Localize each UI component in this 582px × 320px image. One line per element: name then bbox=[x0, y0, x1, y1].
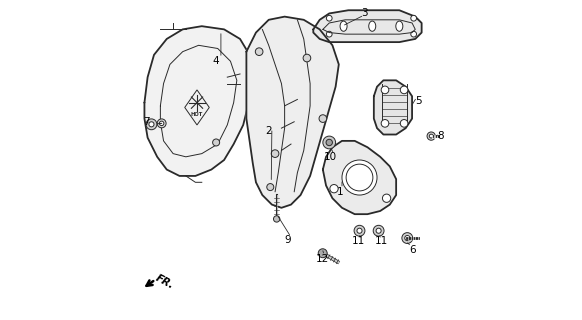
Text: FR.: FR. bbox=[154, 273, 175, 291]
Ellipse shape bbox=[340, 21, 347, 31]
Ellipse shape bbox=[369, 21, 376, 31]
Circle shape bbox=[342, 160, 377, 195]
Circle shape bbox=[411, 31, 417, 37]
Text: 8: 8 bbox=[438, 131, 444, 141]
Circle shape bbox=[373, 225, 384, 236]
Circle shape bbox=[327, 15, 332, 21]
Circle shape bbox=[149, 122, 154, 127]
Circle shape bbox=[382, 194, 391, 202]
Polygon shape bbox=[374, 80, 412, 134]
Circle shape bbox=[271, 150, 279, 157]
Circle shape bbox=[303, 54, 311, 62]
Circle shape bbox=[357, 228, 362, 233]
Text: 10: 10 bbox=[324, 152, 338, 162]
Text: 7: 7 bbox=[143, 117, 150, 127]
Text: 2: 2 bbox=[265, 126, 272, 136]
Circle shape bbox=[330, 185, 338, 193]
Text: HOT: HOT bbox=[191, 112, 203, 117]
Text: 3: 3 bbox=[361, 8, 368, 19]
Text: 11: 11 bbox=[352, 236, 365, 246]
Text: 4: 4 bbox=[213, 56, 219, 66]
Circle shape bbox=[354, 225, 365, 236]
Circle shape bbox=[427, 132, 435, 140]
Circle shape bbox=[146, 119, 157, 130]
Polygon shape bbox=[144, 26, 253, 176]
Circle shape bbox=[319, 115, 327, 123]
Polygon shape bbox=[323, 141, 396, 214]
Polygon shape bbox=[246, 17, 339, 208]
Text: 1: 1 bbox=[337, 187, 344, 197]
Text: 6: 6 bbox=[409, 245, 416, 255]
Circle shape bbox=[274, 216, 280, 222]
Text: 9: 9 bbox=[285, 235, 291, 245]
Circle shape bbox=[323, 136, 336, 149]
Circle shape bbox=[327, 31, 332, 37]
Text: 12: 12 bbox=[316, 254, 329, 264]
Circle shape bbox=[402, 233, 413, 244]
Circle shape bbox=[400, 120, 408, 127]
Text: 11: 11 bbox=[375, 236, 388, 246]
Circle shape bbox=[318, 249, 327, 258]
Circle shape bbox=[255, 48, 263, 55]
Circle shape bbox=[400, 86, 408, 94]
Circle shape bbox=[411, 15, 417, 21]
Polygon shape bbox=[313, 10, 421, 42]
Circle shape bbox=[267, 184, 274, 191]
Circle shape bbox=[381, 86, 389, 94]
Circle shape bbox=[381, 120, 389, 127]
Circle shape bbox=[157, 119, 166, 128]
Circle shape bbox=[326, 139, 332, 146]
Circle shape bbox=[404, 236, 410, 241]
Circle shape bbox=[159, 121, 164, 125]
Circle shape bbox=[376, 228, 381, 233]
Circle shape bbox=[430, 134, 433, 138]
Ellipse shape bbox=[396, 21, 403, 31]
Text: 5: 5 bbox=[415, 96, 422, 106]
Circle shape bbox=[212, 139, 219, 146]
